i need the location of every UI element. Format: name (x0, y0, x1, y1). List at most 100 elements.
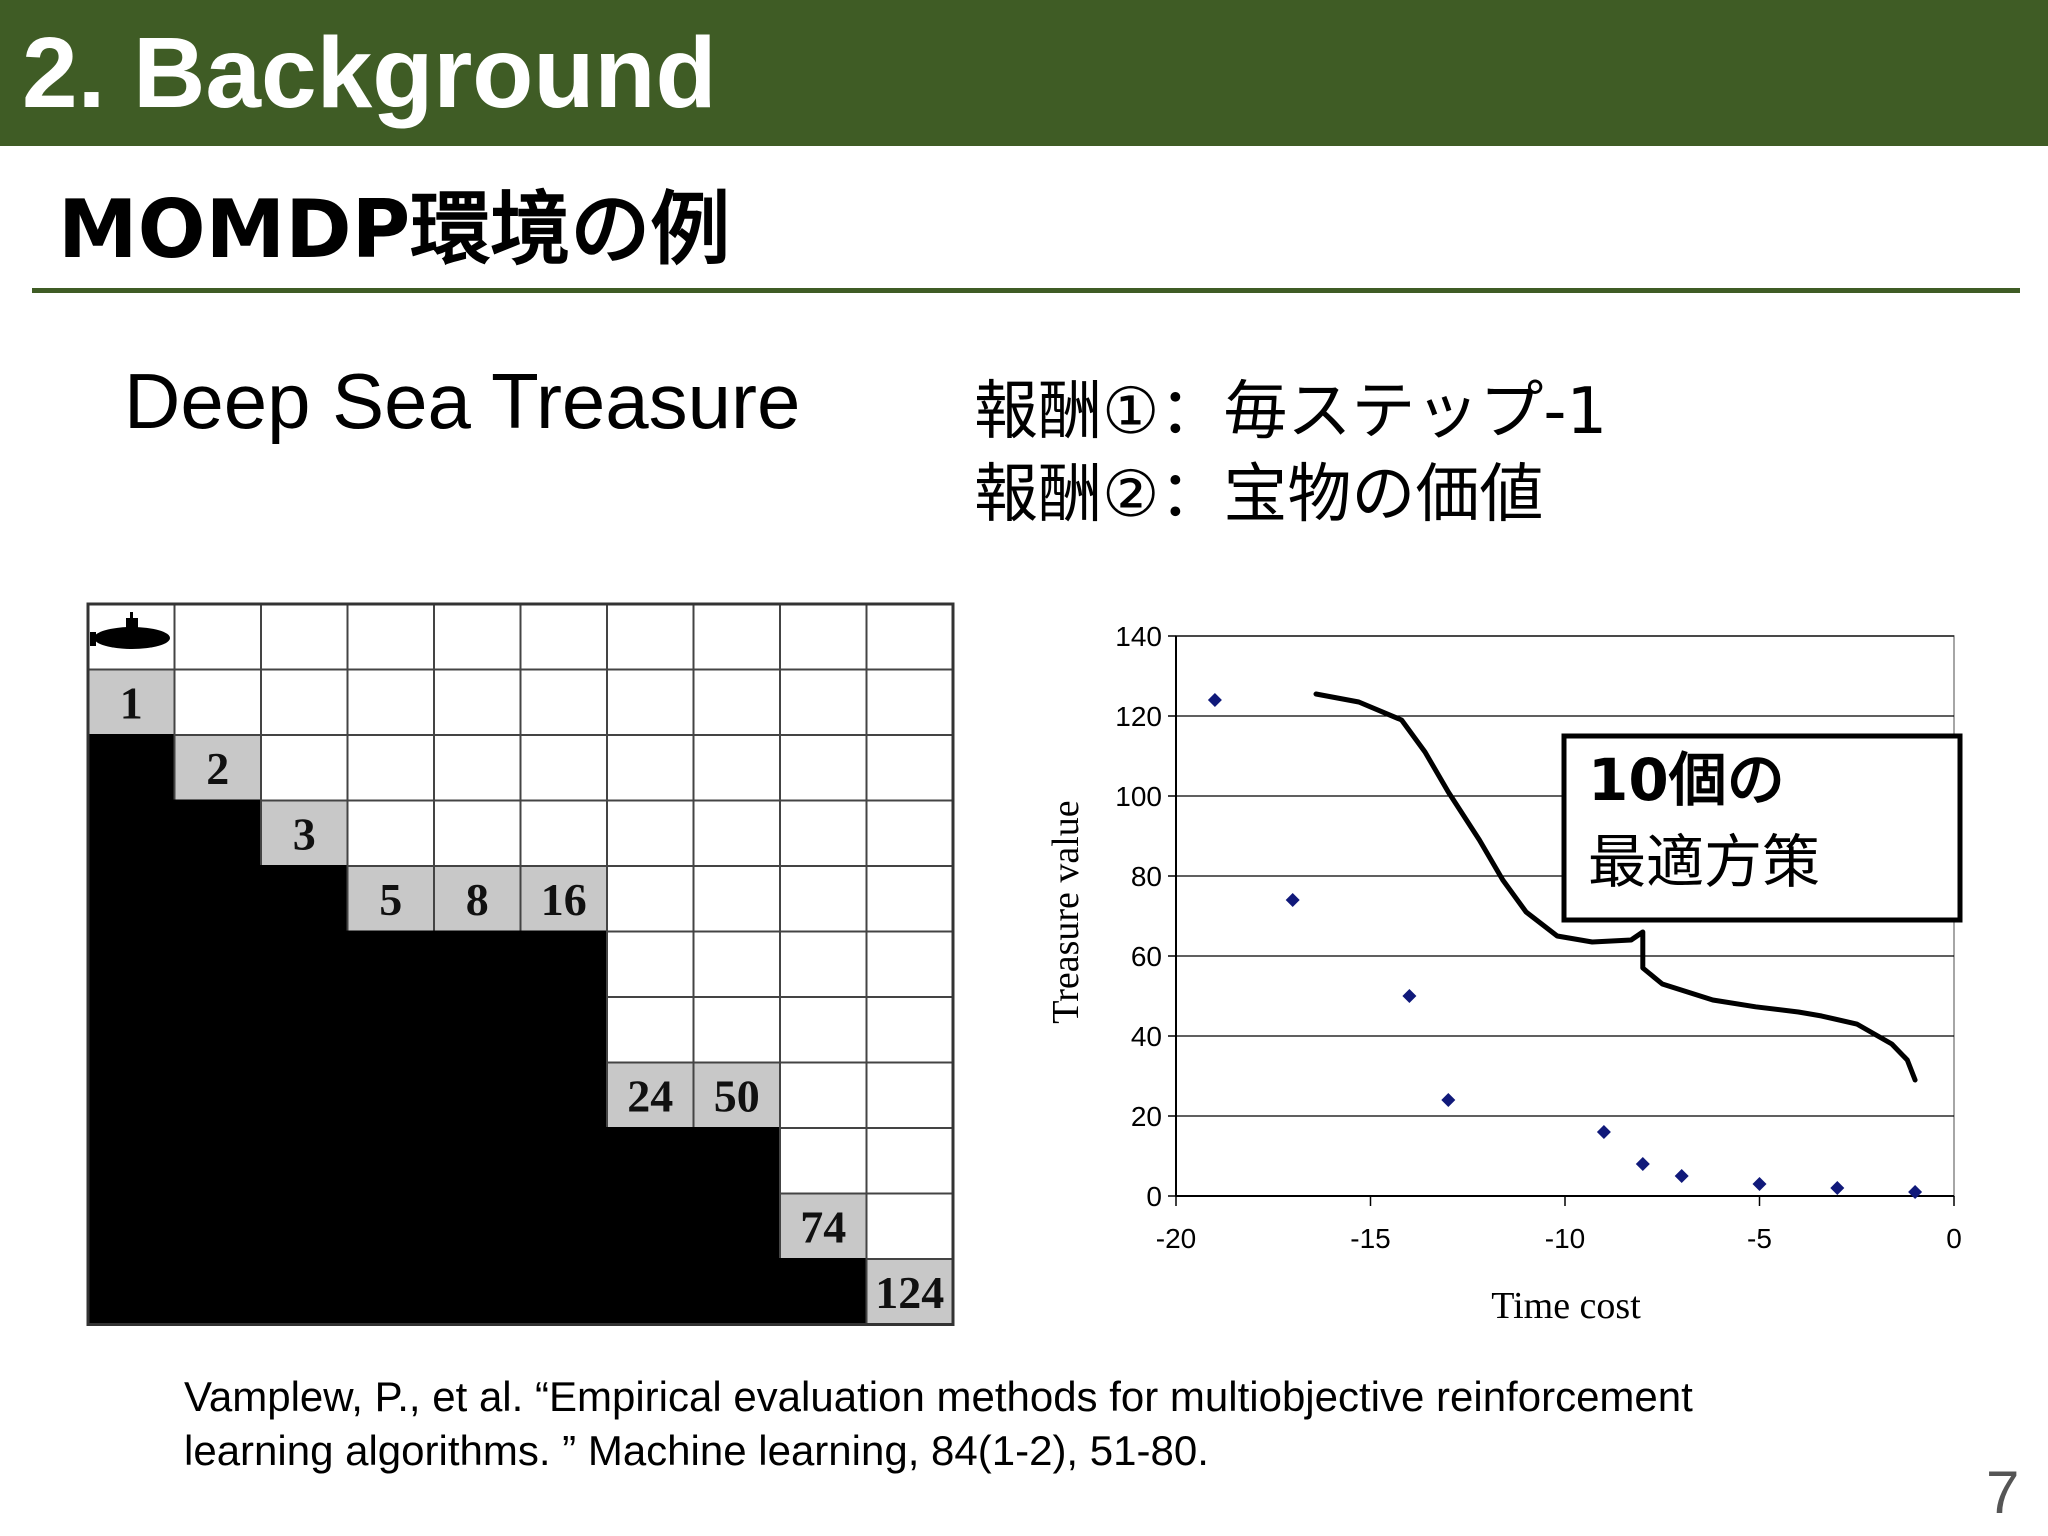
treasure-value-label: 1 (120, 677, 143, 728)
seabed-cell (519, 1192, 608, 1260)
sea-cell (173, 603, 262, 671)
seabed-cell (173, 799, 262, 867)
seabed-cell (519, 1258, 608, 1326)
treasure-value-label: 124 (875, 1267, 944, 1318)
y-tick-label: 120 (1115, 701, 1162, 732)
callout-line-2: 最適方策 (1588, 828, 1820, 896)
x-tick-label: 0 (1946, 1223, 1962, 1254)
sea-cell (865, 865, 954, 933)
sea-cell (606, 930, 695, 998)
seabed-cell (346, 1258, 435, 1326)
seabed-cell (87, 865, 176, 933)
seabed-cell (260, 1061, 349, 1129)
seabed-cell (260, 1192, 349, 1260)
y-tick-label: 40 (1131, 1021, 1162, 1052)
treasure-value-label: 16 (541, 874, 587, 925)
seabed-cell (346, 1061, 435, 1129)
seabed-cell (173, 1061, 262, 1129)
optimal-policies-callout: 10個の 最適方策 (1561, 733, 1963, 923)
seabed-cell (779, 1258, 868, 1326)
x-tick-label: -20 (1156, 1223, 1196, 1254)
reward-1-text: 報酬①：毎ステップ-1 (974, 375, 1608, 449)
sea-cell (346, 668, 435, 736)
seabed-cell (346, 1127, 435, 1195)
seabed-cell (87, 1258, 176, 1326)
grid-border (86, 602, 955, 1326)
submarine-icon (90, 612, 170, 649)
data-point (1908, 1185, 1923, 1199)
data-point (1635, 1157, 1650, 1171)
sea-cell (606, 668, 695, 736)
pareto-front-chart: 0 20 40 60 80 100 120 140 -20 -15 -10 -5 0 Time cost… (1040, 600, 1980, 1344)
sea-cell (779, 996, 868, 1064)
chart-svg: 0 20 40 60 80 100 120 140 -20 -15 -10 -5 0 Time cost… (1045, 621, 1963, 1327)
seabed-cell (692, 1258, 781, 1326)
treasure-value-label: 50 (714, 1070, 760, 1121)
y-tick-label: 80 (1131, 861, 1162, 892)
sea-cell (606, 603, 695, 671)
seabed-cell (606, 1258, 695, 1326)
data-point (1207, 693, 1222, 707)
data-point (1830, 1181, 1845, 1195)
sea-cell (865, 1192, 954, 1260)
seabed-cell (346, 1192, 435, 1260)
x-tick-label: -5 (1747, 1223, 1772, 1254)
sea-cell (779, 603, 868, 671)
sea-cell (606, 865, 695, 933)
grid-svg: 1 2 3 5 8 16 24 50 74 124 (86, 602, 955, 1326)
seabed-cell (260, 865, 349, 933)
sea-cell (779, 1127, 868, 1195)
y-tick-label: 140 (1115, 621, 1162, 652)
sea-cell (433, 799, 522, 867)
y-tick-label: 20 (1131, 1101, 1162, 1132)
seabed-cell (173, 930, 262, 998)
seabed-cell (433, 930, 522, 998)
sea-cell (519, 668, 608, 736)
data-point (1596, 1125, 1611, 1139)
sea-cell (865, 930, 954, 998)
treasure-value-label: 3 (293, 808, 316, 859)
sea-cell (779, 1061, 868, 1129)
seabed-cell (433, 996, 522, 1064)
sea-cell (173, 668, 262, 736)
sea-cell (865, 996, 954, 1064)
y-axis-label: Treasure value (1045, 800, 1087, 1023)
data-point (1674, 1169, 1689, 1183)
sea-cell (519, 734, 608, 802)
sea-cell (779, 799, 868, 867)
seabed-cell (173, 1258, 262, 1326)
deep-sea-treasure-grid: 1 2 3 5 8 16 24 50 74 124 (86, 602, 956, 1338)
reward-2-text: 報酬②：宝物の価値 (974, 458, 1544, 532)
seabed-cell (173, 1192, 262, 1260)
sea-cell (779, 668, 868, 736)
seabed-cell (433, 1127, 522, 1195)
slide-section-title: 2. Background (22, 17, 717, 129)
seabed-cell (173, 1127, 262, 1195)
y-tick-label: 60 (1131, 941, 1162, 972)
seabed-cell (346, 996, 435, 1064)
seabed-cell (87, 996, 176, 1064)
seabed-cell (519, 1061, 608, 1129)
seabed-cell (692, 1192, 781, 1260)
seabed-cell (87, 1192, 176, 1260)
y-tick-label: 100 (1115, 781, 1162, 812)
seabed-cell (692, 1127, 781, 1195)
sea-cell (692, 734, 781, 802)
seabed-cell (606, 1192, 695, 1260)
sea-cell (865, 668, 954, 736)
seabed-cell (173, 865, 262, 933)
data-point (1441, 1093, 1456, 1107)
x-tick-label: -10 (1545, 1223, 1585, 1254)
seabed-cell (346, 930, 435, 998)
treasure-value-label: 8 (466, 874, 489, 925)
seabed-cell (606, 1127, 695, 1195)
sea-cell (692, 668, 781, 736)
treasure-value-label: 74 (800, 1201, 846, 1252)
treasure-cell (606, 1061, 695, 1129)
citation-line-1: Vamplew, P., et al. “Empirical evaluatio… (184, 1373, 1693, 1420)
citation: Vamplew, P., et al. “Empirical evaluatio… (184, 1370, 1693, 1478)
y-tick-label: 0 (1146, 1181, 1162, 1212)
sea-cell (433, 603, 522, 671)
seabed-cell (260, 930, 349, 998)
seabed-cell (260, 1258, 349, 1326)
